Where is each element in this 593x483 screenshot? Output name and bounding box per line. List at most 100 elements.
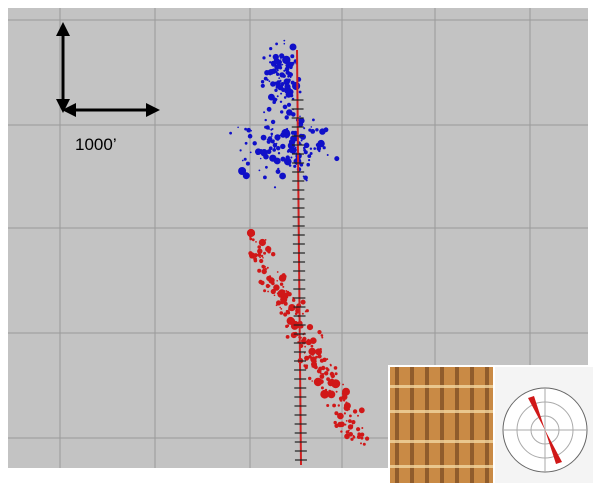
event [271,68,277,74]
event [271,281,275,286]
rose-petal [545,430,562,464]
event [257,268,262,273]
event [279,282,284,286]
event [277,152,281,155]
event [273,158,279,164]
event [262,257,264,259]
event [317,354,322,359]
event [320,372,322,375]
event [270,132,274,136]
event [344,433,350,440]
event [342,387,350,396]
event [310,356,317,363]
event [244,127,248,131]
event-cluster-lower [246,228,370,446]
event [274,66,276,69]
event [254,148,262,155]
event [279,53,285,59]
event [237,126,239,129]
arrow-head [56,22,70,36]
event [285,324,289,328]
event [329,378,335,384]
event [257,245,262,249]
event [283,39,286,42]
event [263,111,266,114]
event [318,149,321,153]
event [261,268,267,275]
event [310,337,317,345]
event [275,304,278,307]
event [332,403,336,408]
event [274,88,278,93]
event [320,334,324,337]
event [266,138,269,141]
event [337,412,344,420]
event [290,135,295,141]
event [287,292,292,297]
event [276,69,279,72]
event [309,147,313,150]
event [266,149,272,155]
event [357,414,359,417]
event [252,232,255,236]
event [270,119,276,125]
event [344,423,347,426]
inset [388,365,593,483]
event [315,348,322,356]
event [264,239,267,241]
event [307,154,312,159]
stripe [390,440,493,443]
event [273,284,280,291]
event [283,312,288,317]
event [304,355,310,361]
event [283,42,286,45]
event [284,60,287,64]
event [291,46,294,49]
event [284,82,287,84]
event [265,125,270,130]
event [241,159,244,162]
event [285,335,290,339]
event [284,66,290,72]
event [251,238,255,242]
event [312,118,315,122]
event [249,151,252,154]
event [266,139,271,144]
event [290,332,297,339]
event [310,344,314,348]
event [333,366,338,370]
event [249,252,256,259]
event [362,442,366,446]
event [337,404,340,407]
arrow-head [62,103,76,117]
event [352,434,355,437]
event [280,92,283,95]
event [282,147,284,149]
event [300,139,303,142]
event [252,141,257,146]
event [310,129,316,134]
event [299,163,304,167]
event [290,130,295,135]
event [342,383,344,386]
event [275,70,278,73]
event [259,256,261,259]
event [258,238,266,247]
event [319,374,325,379]
event [263,175,267,180]
event [229,131,233,135]
stripe [390,465,493,468]
event [266,106,272,112]
event [284,86,292,95]
event [323,127,329,133]
event [304,310,307,313]
event [306,162,311,167]
event [278,274,287,282]
event [267,290,269,293]
event [349,414,352,418]
event [348,432,354,437]
event [268,146,273,151]
event [268,54,272,57]
event [288,146,296,154]
event [276,137,280,141]
